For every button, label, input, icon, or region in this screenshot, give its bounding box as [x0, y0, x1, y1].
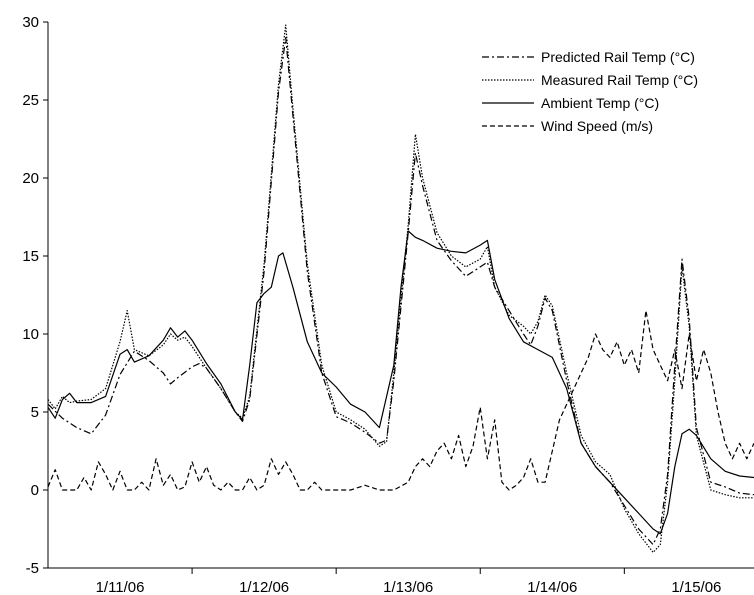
x-tick-label: 1/13/06	[383, 579, 433, 595]
legend: Predicted Rail Temp (°C) Measured Rail Te…	[482, 49, 698, 134]
legend-label-1: Measured Rail Temp (°C)	[541, 72, 698, 88]
axes: -5 0 5 10 15 20 25 30 1/11/06 1/12/06 1/13/06 1/14/…	[22, 14, 754, 595]
series-line-1	[47, 24, 754, 553]
y-tick-label: -5	[26, 560, 39, 577]
y-tick-label: 10	[22, 326, 39, 343]
legend-label-2: Ambient Temp (°C)	[541, 95, 659, 111]
y-tick-label: 5	[31, 404, 39, 421]
legend-label-3: Wind Speed (m/s)	[541, 118, 653, 134]
series-layer	[47, 24, 754, 553]
y-tick-label: 25	[22, 92, 39, 109]
y-tick-label: 30	[22, 14, 39, 31]
x-tick-label: 1/15/06	[671, 579, 721, 595]
series-line-2	[47, 230, 754, 535]
y-tick-label: 15	[22, 248, 39, 265]
x-tick-label: 1/12/06	[239, 579, 289, 595]
x-tick-label: 1/11/06	[96, 579, 145, 595]
y-tick-label: 0	[31, 482, 39, 499]
series-line-3	[47, 310, 754, 491]
y-tick-label: 20	[22, 170, 39, 187]
series-line-0	[47, 37, 754, 546]
legend-label-0: Predicted Rail Temp (°C)	[541, 49, 695, 65]
x-tick-label: 1/14/06	[527, 579, 577, 595]
